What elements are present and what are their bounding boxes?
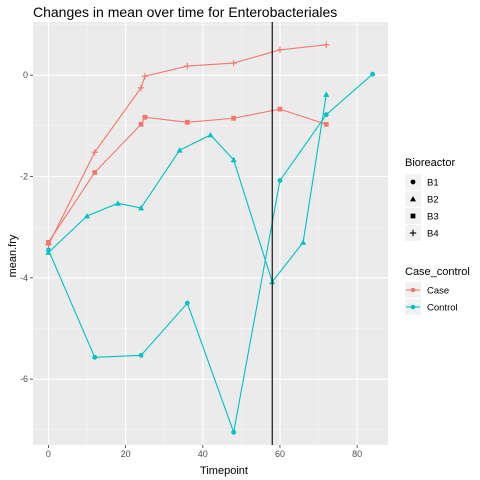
data-point-case-b4 — [230, 59, 237, 67]
legend-key-dot-case — [410, 287, 416, 293]
data-point-control-b2 — [45, 249, 52, 255]
data-point-control-b2 — [84, 213, 91, 219]
legend-key-b4 — [409, 229, 417, 237]
legend-key-dot-control — [410, 304, 416, 310]
data-point-case-b4 — [91, 148, 98, 156]
legend-label-case: Case — [427, 286, 449, 297]
legend-bioreactor: Bioreactor B1 B2 B3 B4 — [405, 157, 455, 241]
data-point-case-b4 — [276, 46, 284, 54]
data-point-case-b4 — [137, 84, 145, 92]
series-line-control-b1 — [47, 73, 373, 435]
data-point-control-b2 — [176, 147, 183, 153]
data-point-case-b4 — [184, 62, 191, 70]
data-point-control-b2 — [230, 156, 237, 163]
data-point-case-b4 — [323, 41, 330, 49]
data-point-control-b1 — [138, 352, 144, 358]
data-point-control-b1 — [92, 354, 98, 360]
legend-case-control: Case_control Case Control — [405, 266, 470, 315]
data-point-control-b2 — [114, 200, 121, 206]
legend-key-b2 — [410, 196, 416, 202]
data-point-control-b2 — [138, 204, 145, 211]
legend-case-control-title: Case_control — [405, 266, 470, 278]
data-point-case-b3 — [138, 121, 144, 127]
data-point-case-b3 — [277, 106, 283, 112]
x-tick-label: 80 — [352, 449, 362, 459]
chart-title: Changes in mean over time for Enterobact… — [33, 4, 337, 20]
x-tick-label: 60 — [275, 449, 285, 459]
grid-minor — [33, 22, 388, 445]
plot-panel — [33, 22, 388, 445]
legend-label-control: Control — [427, 303, 458, 314]
grid-major — [33, 22, 388, 445]
legend-label-b4: B4 — [427, 229, 439, 240]
data-point-case-b3 — [46, 239, 51, 245]
data-point-control-b1 — [370, 71, 375, 77]
series-line-control-b2 — [48, 94, 327, 284]
y-axis-ticks: -6 -4 -2 0 — [20, 70, 33, 384]
data-point-case-b3 — [92, 170, 98, 175]
series-layer — [45, 41, 375, 435]
y-tick-label: -2 — [20, 172, 28, 182]
data-point-case-b3 — [184, 119, 190, 125]
data-point-control-b2 — [207, 131, 214, 138]
legend-label-b3: B3 — [427, 212, 439, 223]
data-point-control-b1 — [277, 178, 283, 183]
x-tick-label: 20 — [121, 449, 131, 459]
y-tick-label: -4 — [20, 273, 28, 283]
x-axis-ticks: 0 20 40 60 80 — [46, 445, 362, 459]
data-point-case-b3 — [142, 114, 148, 120]
data-point-case-b4 — [141, 72, 149, 80]
legend-label-b1: B1 — [427, 178, 439, 189]
data-point-control-b1 — [323, 112, 329, 118]
x-axis-label: Timepoint — [200, 465, 248, 477]
y-axis-label: mean.fry — [7, 234, 19, 277]
data-point-control-b1 — [231, 429, 237, 435]
data-point-control-b1 — [184, 300, 190, 306]
data-point-case-b3 — [231, 115, 237, 121]
legend-label-b2: B2 — [427, 195, 439, 206]
data-point-control-b2 — [323, 91, 330, 97]
y-tick-label: 0 — [23, 70, 28, 80]
x-tick-label: 0 — [46, 449, 51, 459]
data-point-case-b3 — [323, 121, 329, 127]
x-tick-label: 40 — [198, 449, 208, 459]
y-tick-label: -6 — [20, 374, 28, 384]
data-point-control-b2 — [300, 239, 307, 245]
legend-key-b1 — [410, 179, 416, 185]
legend-bioreactor-title: Bioreactor — [405, 157, 455, 169]
legend-key-b3 — [410, 213, 416, 219]
